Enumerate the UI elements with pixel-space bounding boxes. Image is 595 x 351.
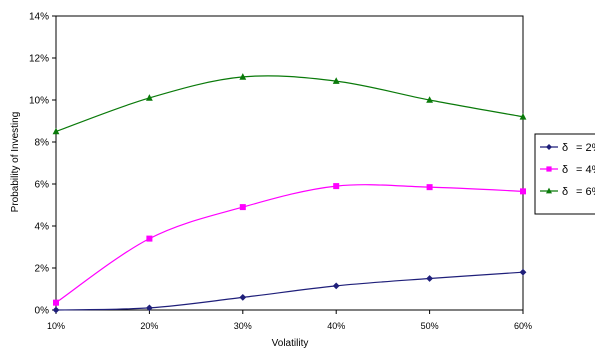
data-point: [520, 188, 526, 195]
legend-swatch-marker: [546, 166, 552, 172]
series-line: [55, 75, 524, 133]
y-tick-label: 6%: [35, 180, 50, 191]
series-2: [53, 183, 526, 306]
data-point: [239, 294, 247, 301]
legend-label-symbol: δ: [562, 186, 568, 198]
plot-frame: [55, 15, 524, 311]
legend: δ = 2% δ = 4% δ = 6%: [534, 133, 595, 215]
plot-area: [55, 15, 524, 311]
x-tick-label: 60%: [514, 321, 532, 331]
data-point: [426, 96, 433, 103]
y-tick-label: 12%: [29, 54, 49, 65]
x-tick-label: 40%: [327, 321, 345, 331]
data-point: [332, 77, 340, 84]
legend-label-symbol: δ: [562, 142, 568, 154]
legend-swatch-marker: [546, 187, 552, 194]
y-axis-title: Probability of Investing: [10, 112, 21, 213]
data-point: [332, 282, 340, 290]
data-point: [426, 184, 433, 191]
x-axis-title: Volatility: [272, 338, 309, 349]
series-line: [55, 271, 524, 311]
data-point: [52, 127, 60, 135]
legend-label-symbol: δ: [562, 164, 568, 176]
legend-entry-1: δ = 2%: [540, 142, 595, 154]
data-point: [239, 204, 246, 211]
data-point: [146, 304, 153, 312]
data-point: [519, 113, 527, 120]
series-layer: [52, 73, 527, 314]
data-point: [333, 183, 340, 190]
y-tick-label: 8%: [35, 138, 50, 149]
legend-label-value: = 6%: [576, 186, 595, 198]
legend-swatch-marker: [546, 144, 552, 150]
x-tick-label: 10%: [47, 321, 65, 331]
y-axis-ticks: 0% 2% 4% 6% 8% 10% 12% 14%: [29, 12, 56, 317]
data-point: [146, 94, 153, 101]
y-tick-label: 14%: [29, 12, 49, 23]
series-1: [52, 268, 527, 314]
y-tick-label: 2%: [35, 264, 50, 275]
legend-label-value: = 4%: [576, 164, 595, 176]
data-point: [426, 275, 433, 282]
x-tick-label: 30%: [234, 321, 252, 331]
y-tick-label: 0%: [35, 306, 50, 317]
x-axis-ticks: 10% 20% 30% 40% 50% 60%: [47, 310, 532, 331]
legend-entry-2: δ = 4%: [540, 164, 595, 176]
data-point: [519, 268, 527, 276]
data-point: [52, 306, 60, 314]
legend-label-value: = 2%: [576, 142, 595, 154]
data-point: [239, 73, 247, 80]
y-tick-label: 4%: [35, 222, 50, 233]
y-tick-label: 10%: [29, 96, 49, 107]
series-3: [52, 73, 527, 135]
data-point: [146, 235, 153, 242]
x-tick-label: 50%: [421, 321, 439, 331]
data-point: [53, 299, 59, 306]
series-line: [55, 184, 524, 304]
legend-entry-3: δ = 6%: [540, 186, 595, 198]
x-tick-label: 20%: [140, 321, 158, 331]
